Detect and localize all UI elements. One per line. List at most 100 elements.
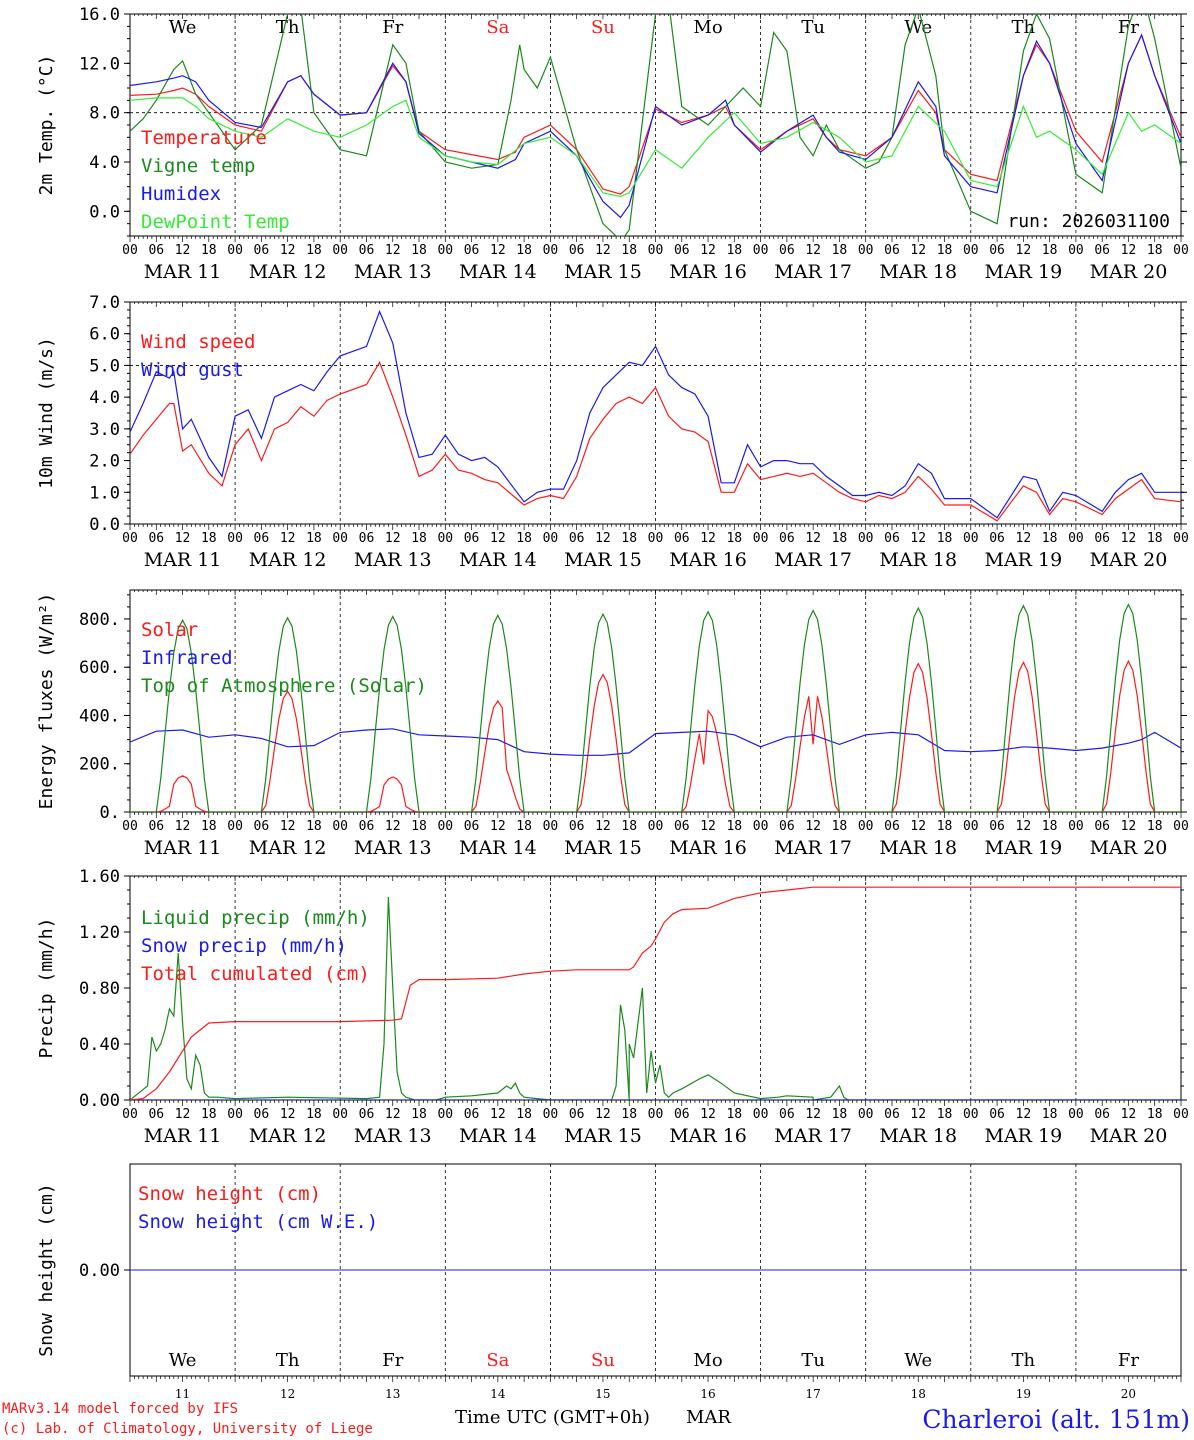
y-tick-label: 7.0 (89, 293, 120, 313)
date-label: MAR 19 (984, 1125, 1062, 1147)
legend-entry: Vigne temp (141, 155, 255, 177)
hour-label: 12 (910, 819, 926, 834)
hour-label: 18 (411, 1107, 427, 1122)
weekday-label: Fr (382, 17, 403, 38)
series-line-wind-gust (130, 309, 1181, 519)
hour-label: 18 (621, 243, 637, 258)
weekday-label: Th (1012, 1350, 1036, 1371)
hour-label: 06 (359, 1107, 375, 1122)
date-label: MAR 17 (774, 837, 852, 859)
hour-label: 12 (1121, 1107, 1137, 1122)
weekday-label: Tu (801, 17, 825, 38)
y-tick-label: 5.0 (89, 356, 120, 376)
hour-label: 00 (1068, 243, 1084, 258)
plot-area (130, 603, 1181, 812)
hour-label: 18 (937, 1107, 953, 1122)
hour-label: 00 (543, 819, 559, 834)
hour-label: 12 (1121, 531, 1137, 546)
y-axis-label: 10m Wind (m/s) (36, 337, 57, 489)
hour-label: 06 (989, 1107, 1005, 1122)
hour-label: 06 (884, 819, 900, 834)
date-label: MAR 19 (984, 549, 1062, 571)
date-label: MAR 13 (354, 837, 432, 859)
hour-label: 18 (1042, 1107, 1058, 1122)
date-label: MAR 18 (879, 837, 957, 859)
hour-label: 12 (595, 531, 611, 546)
date-label: MAR 16 (669, 1125, 747, 1147)
y-tick-label: 400. (79, 706, 120, 726)
hour-label: 12 (910, 531, 926, 546)
weekday-label: Fr (382, 1350, 403, 1371)
hour-label: 06 (779, 243, 795, 258)
date-label: MAR 16 (669, 261, 747, 283)
day-number: 12 (280, 1387, 295, 1401)
y-tick-label: 16.0 (79, 5, 120, 25)
hour-label: 18 (726, 531, 742, 546)
plot-area (130, 309, 1181, 522)
hour-label: 06 (779, 1107, 795, 1122)
y-tick-label: 800. (79, 610, 120, 630)
hour-label: 12 (700, 531, 716, 546)
hour-label: 12 (1121, 243, 1137, 258)
hour-label: 12 (490, 1107, 506, 1122)
hour-label: 06 (779, 531, 795, 546)
hour-label: 00 (753, 1107, 769, 1122)
date-label: MAR 13 (354, 1125, 432, 1147)
date-label: MAR 17 (774, 261, 852, 283)
weekday-label: Th (276, 1350, 300, 1371)
hour-label: 06 (359, 819, 375, 834)
hour-label: 06 (1094, 1107, 1110, 1122)
legend-entry: Humidex (141, 183, 221, 205)
hour-label: 00 (332, 243, 348, 258)
hour-label: 18 (516, 819, 532, 834)
hour-label: 12 (175, 531, 191, 546)
weekday-label: We (904, 1350, 932, 1371)
hour-label: 12 (490, 531, 506, 546)
hour-label: 00 (963, 243, 979, 258)
hour-label: 12 (1121, 819, 1137, 834)
legend-entry: Snow height (cm W.E.) (138, 1211, 378, 1233)
day-number: 19 (1016, 1387, 1031, 1401)
hour-label: 18 (201, 819, 217, 834)
hour-label: 18 (621, 531, 637, 546)
hour-label: 12 (280, 1107, 296, 1122)
hour-label: 00 (227, 243, 243, 258)
hour-label: 00 (648, 1107, 664, 1122)
hour-label: 00 (227, 819, 243, 834)
date-label: MAR 12 (249, 261, 327, 283)
hour-label: 12 (805, 243, 821, 258)
plot-area (130, 886, 1181, 1100)
date-label: MAR 11 (144, 837, 222, 859)
hour-label: 00 (753, 819, 769, 834)
hour-label: 18 (621, 1107, 637, 1122)
y-tick-label: 0.00 (79, 1261, 120, 1281)
y-tick-label: 12.0 (79, 54, 120, 74)
series-line-infrared (130, 728, 1181, 756)
weekday-label: Th (276, 17, 300, 38)
hour-label: 06 (148, 531, 164, 546)
hour-label: 00 (227, 531, 243, 546)
date-label: MAR 11 (144, 549, 222, 571)
legend-entry: Infrared (141, 647, 233, 669)
hour-label: 00 (122, 243, 138, 258)
date-label: MAR 17 (774, 1125, 852, 1147)
hour-label: 12 (1016, 819, 1032, 834)
series-line-wind-speed (130, 360, 1181, 522)
hour-label: 00 (963, 1107, 979, 1122)
y-tick-label: 1.20 (79, 923, 120, 943)
date-label: MAR 14 (459, 549, 537, 571)
hour-label: 18 (1042, 819, 1058, 834)
legend-entry: Snow height (cm) (138, 1183, 321, 1205)
weekday-label: We (169, 1350, 197, 1371)
y-tick-label: 600. (79, 658, 120, 678)
hour-label: 18 (726, 819, 742, 834)
hour-label: 18 (1147, 819, 1163, 834)
date-label: MAR 16 (669, 837, 747, 859)
hour-label: 00 (1173, 819, 1189, 834)
hour-label: 06 (674, 243, 690, 258)
hour-label: 06 (989, 243, 1005, 258)
hour-label: 12 (595, 243, 611, 258)
hour-label: 00 (858, 1107, 874, 1122)
hour-label: 00 (437, 819, 453, 834)
hour-label: 00 (437, 531, 453, 546)
